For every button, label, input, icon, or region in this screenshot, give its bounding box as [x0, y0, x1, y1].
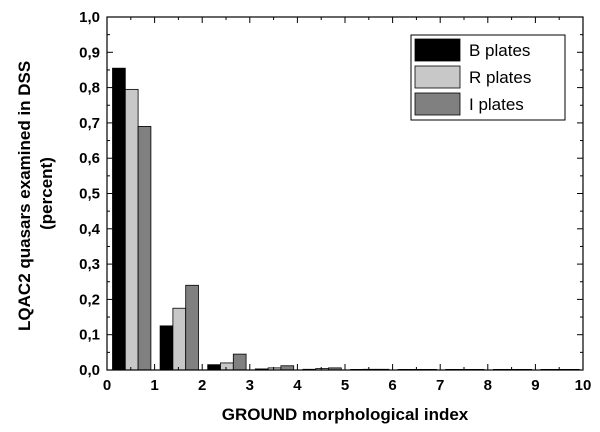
- bar-i-plates-0: [137, 126, 152, 371]
- x-tick-label-9: 9: [531, 377, 539, 394]
- y-tick-label: 0,3: [79, 256, 100, 273]
- y-tick-label: 0,9: [79, 44, 100, 61]
- y-tick-label: 0,2: [79, 291, 100, 308]
- x-tick-label-0: 0: [103, 377, 111, 394]
- y-tick-label: 0,1: [79, 327, 100, 344]
- y-axis-title: LQAC2 quasars examined in DSS (percent): [15, 56, 56, 331]
- bar-r-plates-1: [172, 307, 187, 371]
- bar-i-plates-3: [280, 365, 295, 371]
- legend-swatch-b-plates: [414, 38, 461, 62]
- bar-i-plates-2: [232, 353, 247, 371]
- y-tick-label: 0,8: [79, 80, 100, 97]
- y-tick-label: 0,4: [79, 221, 101, 238]
- x-tick-label-8: 8: [484, 377, 492, 394]
- legend-label-b-plates: B plates: [469, 41, 530, 60]
- legend-label-r-plates: R plates: [469, 68, 531, 87]
- legend-label-i-plates: I plates: [469, 95, 524, 114]
- bar-i-plates-1: [185, 284, 199, 371]
- x-tick-label-10: 10: [575, 377, 592, 394]
- x-tick-label-2: 2: [198, 377, 206, 394]
- y-tick-label: 0,7: [79, 115, 100, 132]
- bar-r-plates-2: [220, 362, 234, 371]
- bar-b-plates-1: [159, 325, 174, 371]
- legend: B plates R plates I plates: [410, 34, 566, 121]
- x-tick-label-4: 4: [293, 377, 302, 394]
- x-tick-label-6: 6: [388, 377, 396, 394]
- x-tick-label-1: 1: [150, 377, 158, 394]
- x-tick-label-7: 7: [436, 377, 444, 394]
- y-axis-title-line-1: LQAC2 quasars examined in DSS: [15, 61, 34, 331]
- y-axis-title-line-2: (percent): [37, 157, 56, 230]
- y-tick-label: 0,0: [79, 362, 100, 379]
- bars-layer: [112, 67, 580, 371]
- y-tick-label: 1,0: [79, 9, 100, 26]
- legend-swatch-i-plates: [414, 92, 461, 116]
- bar-b-plates-0: [112, 67, 126, 371]
- ticks-layer: 0 1 2 3 4 5 6 7 8 9 10 0,0 0,1 0,2 0,3 0,4 0,5 0,6 0,7 0,8 0…: [79, 9, 591, 394]
- y-tick-label: 0,6: [79, 150, 100, 167]
- bar-b-plates-2: [207, 364, 221, 371]
- plot-area-frame: [106, 16, 584, 371]
- bar-r-plates-0: [124, 88, 139, 371]
- x-tick-label-5: 5: [341, 377, 349, 394]
- x-tick-label-3: 3: [246, 377, 254, 394]
- y-tick-label: 0,5: [79, 186, 100, 203]
- legend-swatch-r-plates: [414, 65, 461, 89]
- x-axis-title: GROUND morphological index: [222, 405, 469, 424]
